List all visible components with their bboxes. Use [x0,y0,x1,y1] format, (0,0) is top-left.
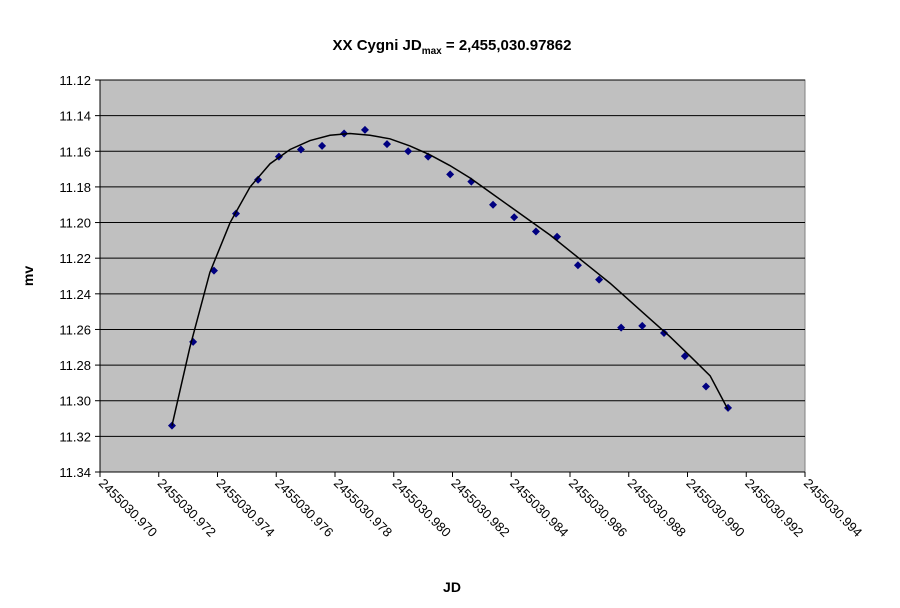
data-point [660,329,668,338]
x-tick-label: 2455030.994 [801,476,865,540]
x-tick-label: 2455030.990 [683,476,747,540]
y-tick-label: 11.28 [59,358,91,373]
y-tick-label: 11.12 [59,73,91,88]
data-point [702,382,711,391]
title-main: XX Cygni JD [333,37,422,54]
fit-line [171,132,729,426]
data-point [617,323,626,332]
x-tick-label: 2455030.978 [331,476,395,540]
data-point [296,145,305,154]
x-tick-label: 2455030.976 [272,476,336,540]
data-point [595,275,604,284]
data-point [404,147,413,156]
data-point [318,141,327,150]
x-tick-label: 2455030.970 [96,476,160,540]
data-point [531,227,540,236]
y-tick-label: 11.16 [59,144,91,159]
x-axis-title: JD [443,579,461,595]
data-point [254,175,263,184]
x-tick-label: 2455030.974 [213,476,277,540]
y-tick-label: 11.30 [59,394,91,409]
x-tick-label: 2455030.992 [742,476,806,540]
y-tick-label: 11.24 [59,287,91,302]
data-point [573,261,582,270]
data-point [489,200,498,209]
x-tick-label: 2455030.988 [625,476,689,540]
x-tick-label: 2455030.986 [566,476,630,540]
y-axis-title: mv [20,266,36,286]
plot-area [99,79,806,473]
title-suffix: = 2,455,030.97862 [442,37,572,54]
y-tick-label: 11.34 [59,465,91,480]
data-point [360,125,369,134]
y-tick-label: 11.14 [59,109,91,124]
data-point [382,140,391,149]
data-point [446,170,455,179]
y-tick-label: 11.18 [59,180,91,195]
y-tick-label: 11.20 [59,216,91,231]
x-tick-label: 2455030.982 [448,476,512,540]
x-tick-label: 2455030.972 [155,476,219,540]
data-point [510,213,519,222]
data-point [680,352,689,361]
y-tick-label: 11.26 [59,322,91,337]
x-tick-label: 2455030.980 [390,476,454,540]
chart-title: XX Cygni JDmax = 2,455,030.97862 [333,37,572,57]
y-tick-label: 11.32 [59,429,91,444]
x-tick-label: 2455030.984 [507,476,571,540]
data-point [638,321,647,330]
y-tick-label: 11.22 [59,251,91,266]
title-subscript: max [422,46,442,57]
